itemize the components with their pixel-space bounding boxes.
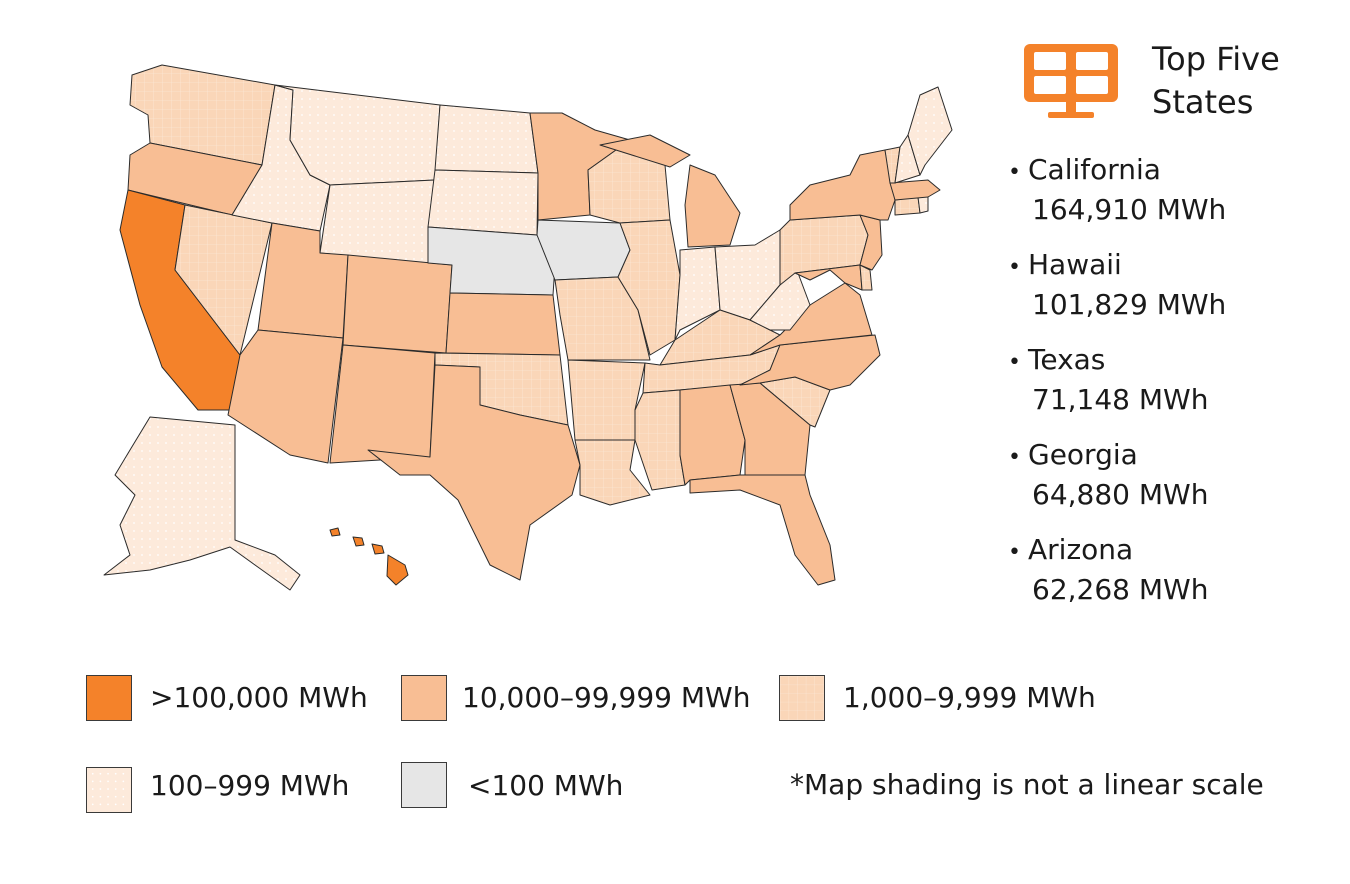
state-LA xyxy=(574,439,651,506)
us-map xyxy=(103,64,953,591)
state-ME xyxy=(907,86,953,176)
bullet: • xyxy=(1008,540,1021,565)
state-DE xyxy=(859,264,873,291)
state-AR xyxy=(567,359,646,441)
state-IA xyxy=(536,219,631,281)
list-item: • California 164,910 MWh xyxy=(1008,152,1338,247)
state-CO xyxy=(342,254,453,354)
state-name: Georgia xyxy=(1028,438,1138,471)
legend-label: 10,000–99,999 MWh xyxy=(462,681,751,714)
list-item: • Hawaii 101,829 MWh xyxy=(1008,247,1338,342)
legend-note: *Map shading is not a linear scale xyxy=(790,768,1264,801)
state-RI xyxy=(917,196,929,214)
top-five-title-line1: Top Five xyxy=(1152,40,1280,78)
state-name: Texas xyxy=(1028,343,1106,376)
state-WY xyxy=(319,179,436,264)
state-name: California xyxy=(1028,153,1161,186)
legend-swatch-100-999 xyxy=(86,767,132,813)
legend-swatch-lt100 xyxy=(401,762,447,808)
state-TX xyxy=(367,364,581,581)
bullet: • xyxy=(1008,350,1021,375)
state-NM xyxy=(329,344,436,464)
state-AZ xyxy=(227,329,344,464)
legend-swatch-gt100k xyxy=(86,675,132,721)
state-name: Arizona xyxy=(1028,533,1134,566)
state-OR xyxy=(127,142,263,216)
state-NY xyxy=(789,149,896,221)
state-FL xyxy=(689,474,836,586)
legend-label: <100 MWh xyxy=(468,769,624,802)
list-item: • Georgia 64,880 MWh xyxy=(1008,437,1338,532)
state-value: 101,829 MWh xyxy=(1032,288,1227,321)
state-value: 62,268 MWh xyxy=(1032,573,1209,606)
legend-label: >100,000 MWh xyxy=(150,681,368,714)
state-SD xyxy=(427,169,539,236)
top-five-list: • California 164,910 MWh • Hawaii 101,829 … xyxy=(1008,152,1338,627)
state-NC xyxy=(739,334,881,391)
top-five-title: Top Five States xyxy=(1152,38,1280,124)
state-AK xyxy=(103,416,301,591)
legend-swatch-10k-100k xyxy=(401,675,447,721)
bullet: • xyxy=(1008,445,1021,470)
bullet: • xyxy=(1008,255,1021,280)
state-value: 64,880 MWh xyxy=(1032,478,1209,511)
list-item: • Arizona 62,268 MWh xyxy=(1008,532,1338,627)
state-MA xyxy=(889,179,941,201)
state-value: 164,910 MWh xyxy=(1032,193,1227,226)
state-HI xyxy=(329,527,409,586)
state-name: Hawaii xyxy=(1028,248,1122,281)
top-five-title-line2: States xyxy=(1152,83,1254,121)
legend-swatch-1k-10k xyxy=(779,675,825,721)
state-KS xyxy=(445,292,561,356)
state-value: 71,148 MWh xyxy=(1032,383,1209,416)
bullet: • xyxy=(1008,160,1021,185)
state-MS xyxy=(634,389,686,491)
legend-label: 1,000–9,999 MWh xyxy=(843,681,1096,714)
state-IL xyxy=(617,219,681,356)
legend-label: 100–999 MWh xyxy=(150,769,350,802)
solar-panel-icon xyxy=(1024,44,1118,118)
list-item: • Texas 71,148 MWh xyxy=(1008,342,1338,437)
state-ND xyxy=(434,104,539,174)
state-MI xyxy=(599,134,741,248)
